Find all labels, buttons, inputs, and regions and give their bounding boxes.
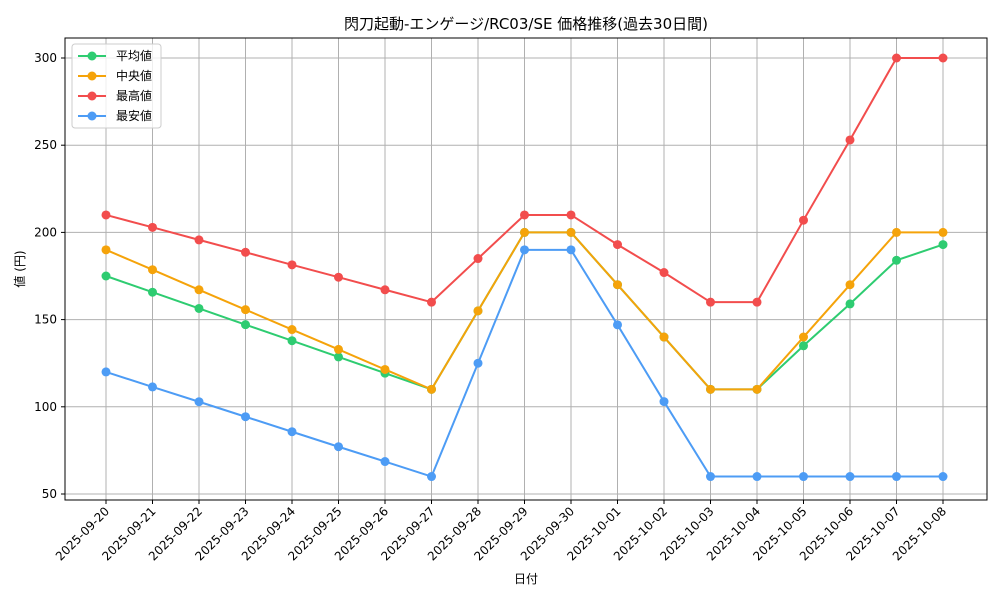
data-point [613,280,622,290]
data-point [752,384,762,394]
y-tick-label: 150 [34,313,57,327]
y-axis-ticks: 50 100 150 200 250 300 [34,51,65,501]
y-tick-label: 250 [34,138,57,152]
data-point [799,341,808,351]
legend-item: 中央値 [78,68,152,83]
data-series [101,53,948,482]
data-point [520,210,529,220]
data-point [566,227,576,237]
data-point [101,367,111,377]
y-tick-label: 300 [34,51,57,65]
data-point [892,472,901,482]
data-point [706,472,715,482]
data-point [334,344,343,354]
data-point [938,240,948,250]
data-point [892,255,901,265]
data-point [892,53,901,63]
legend-item: 最安値 [78,108,152,123]
y-axis-label: 値 (円) [12,250,27,287]
data-point [799,215,808,225]
series-line [101,227,948,394]
data-point [473,306,483,316]
data-point [938,227,948,237]
data-point [752,472,762,482]
data-point [520,227,529,237]
series-line [101,245,948,482]
legend-label: 最安値 [116,108,152,123]
data-point [473,254,483,264]
data-point [287,336,297,346]
data-point [194,235,204,245]
legend-label: 平均値 [116,48,152,63]
data-point [845,135,855,145]
y-tick-label: 100 [34,400,57,414]
data-point [473,358,483,368]
data-point [148,382,157,392]
data-point [334,442,343,452]
legend-item: 最高値 [78,88,152,103]
data-point [194,397,204,407]
data-point [241,305,250,315]
data-point [613,240,622,250]
legend-marker-icon [87,111,97,121]
data-point [659,397,669,407]
data-point [520,245,529,255]
data-point [241,320,250,330]
legend-marker-icon [87,71,97,81]
data-point [380,285,390,295]
data-point [380,457,390,467]
legend-item: 平均値 [78,48,152,63]
data-point [799,472,808,482]
data-point [241,412,250,422]
data-point [659,268,669,278]
data-point [427,297,436,307]
y-tick-label: 50 [42,487,57,501]
grid-lines [65,38,987,500]
data-point [752,297,762,307]
data-point [845,472,855,482]
data-point [334,352,343,362]
data-point [613,320,622,330]
data-point [427,384,436,394]
series-line [101,53,948,307]
data-point [380,364,390,374]
data-point [287,427,297,437]
data-point [241,247,250,257]
legend-label: 最高値 [116,88,152,103]
data-point [148,265,157,275]
data-point [938,472,948,482]
data-point [892,227,901,237]
data-point [427,472,436,482]
legend-marker-icon [87,51,97,61]
data-point [287,325,297,335]
data-point [194,303,204,313]
data-point [845,280,855,290]
data-point [101,271,111,281]
data-point [566,210,576,220]
data-point [706,297,715,307]
data-point [566,245,576,255]
data-point [938,53,948,63]
data-point [101,245,111,255]
data-point [148,287,157,297]
data-point [706,384,715,394]
data-point [799,332,808,342]
chart-title: 閃刀起動-エンゲージ/RC03/SE 価格推移(過去30日間) [344,15,708,33]
data-point [287,260,297,270]
data-point [659,332,669,342]
x-axis-label: 日付 [514,572,538,586]
data-point [194,285,204,295]
x-axis-ticks: 2025-09-202025-09-212025-09-222025-09-23… [53,500,949,563]
plot-frame [64,37,988,501]
legend-marker-icon [87,91,97,101]
data-point [148,222,157,232]
data-point [101,210,111,220]
y-tick-label: 200 [34,225,57,239]
data-point [334,272,343,282]
legend-label: 中央値 [116,68,152,83]
data-point [845,299,855,309]
